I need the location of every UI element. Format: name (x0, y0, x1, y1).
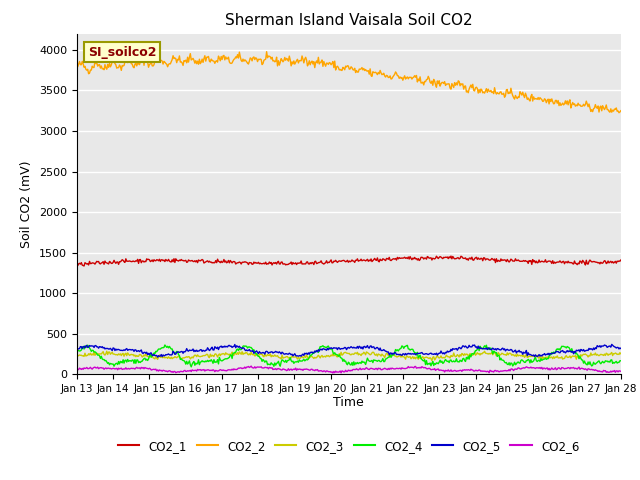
Legend: CO2_1, CO2_2, CO2_3, CO2_4, CO2_5, CO2_6: CO2_1, CO2_2, CO2_3, CO2_4, CO2_5, CO2_6 (113, 435, 584, 457)
Title: Sherman Island Vaisala Soil CO2: Sherman Island Vaisala Soil CO2 (225, 13, 472, 28)
Y-axis label: Soil CO2 (mV): Soil CO2 (mV) (20, 160, 33, 248)
Text: SI_soilco2: SI_soilco2 (88, 46, 156, 59)
X-axis label: Time: Time (333, 396, 364, 408)
